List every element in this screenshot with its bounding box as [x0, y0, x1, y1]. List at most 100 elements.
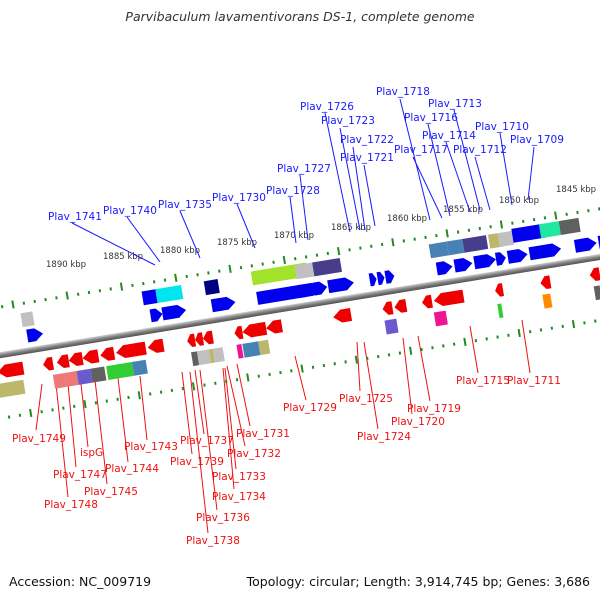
cog-box[interactable] [487, 233, 501, 249]
reverse-gene-label[interactable]: Plav_1720 [391, 416, 445, 428]
forward-gene-arrow[interactable] [528, 242, 563, 261]
forward-gene-label[interactable]: Plav_1714 [422, 130, 476, 142]
cog-box[interactable] [242, 341, 261, 358]
reverse-gene-arrow[interactable] [421, 294, 433, 309]
forward-gene-arrow[interactable] [161, 304, 187, 321]
forward-gene-arrow[interactable] [494, 251, 507, 266]
reverse-gene-arrow[interactable] [42, 356, 55, 371]
reverse-gene-label[interactable]: ispG [80, 447, 103, 459]
forward-gene-label[interactable]: Plav_1727 [277, 163, 331, 175]
reverse-gene-label[interactable]: Plav_1749 [12, 433, 66, 445]
forward-gene-label[interactable]: Plav_1726 [300, 101, 354, 113]
forward-gene-arrow[interactable] [473, 253, 497, 270]
reverse-gene-arrow[interactable] [265, 319, 283, 334]
cog-box[interactable] [538, 221, 561, 239]
cog-box[interactable] [203, 279, 220, 296]
reverse-gene-arrow[interactable] [68, 351, 84, 367]
cog-box[interactable] [76, 368, 93, 385]
forward-gene-arrow[interactable] [376, 271, 386, 286]
forward-gene-label[interactable]: Plav_1716 [404, 112, 458, 124]
cog-box[interactable] [497, 230, 514, 247]
cog-box[interactable] [20, 311, 35, 328]
cog-box[interactable] [250, 262, 309, 286]
reverse-gene-arrow[interactable] [539, 275, 552, 290]
forward-gene-label[interactable]: Plav_1717 [394, 144, 448, 156]
forward-gene-label[interactable]: Plav_1723 [321, 115, 375, 127]
cog-box[interactable] [90, 366, 107, 383]
forward-gene-label[interactable]: Plav_1735 [158, 199, 212, 211]
cog-box[interactable] [208, 348, 215, 364]
cog-box[interactable] [131, 359, 148, 376]
reverse-gene-arrow[interactable] [99, 346, 116, 362]
reverse-gene-arrow[interactable] [115, 341, 147, 360]
reverse-gene-arrow[interactable] [202, 330, 214, 345]
cog-box[interactable] [497, 303, 504, 318]
forward-gene-arrow[interactable] [435, 260, 454, 276]
forward-gene-arrow[interactable] [210, 296, 237, 313]
reverse-gene-label[interactable]: Plav_1745 [84, 486, 138, 498]
forward-gene-label[interactable]: Plav_1721 [340, 152, 394, 164]
reverse-gene-arrow[interactable] [494, 283, 505, 297]
forward-gene-arrow[interactable] [149, 307, 164, 323]
reverse-gene-label[interactable]: Plav_1733 [212, 471, 266, 483]
reverse-gene-label[interactable]: Plav_1744 [105, 463, 159, 475]
forward-gene-label[interactable]: Plav_1722 [340, 134, 394, 146]
forward-gene-arrow[interactable] [384, 270, 395, 284]
cog-box[interactable] [312, 258, 343, 277]
cog-box[interactable] [384, 318, 399, 335]
cog-box[interactable] [64, 371, 79, 387]
reverse-gene-label[interactable]: Plav_1739 [170, 456, 224, 468]
cog-box[interactable] [593, 285, 600, 301]
cog-box[interactable] [191, 351, 200, 367]
forward-gene-arrow[interactable] [327, 276, 355, 294]
forward-gene-label[interactable]: Plav_1741 [48, 211, 102, 223]
forward-gene-arrow[interactable] [312, 281, 328, 296]
forward-gene-arrow[interactable] [368, 272, 378, 287]
forward-gene-arrow[interactable] [506, 248, 529, 264]
forward-gene-arrow[interactable] [26, 327, 44, 343]
cog-box[interactable] [294, 262, 315, 280]
reverse-gene-arrow[interactable] [186, 333, 197, 348]
reverse-gene-label[interactable]: Plav_1729 [283, 402, 337, 414]
cog-box[interactable] [196, 349, 212, 366]
cog-box[interactable] [141, 289, 158, 306]
reverse-gene-arrow[interactable] [56, 354, 70, 369]
reverse-gene-label[interactable]: Plav_1719 [407, 403, 461, 415]
reverse-gene-arrow[interactable] [241, 321, 268, 339]
reverse-gene-arrow[interactable] [332, 308, 353, 324]
reverse-gene-label[interactable]: Plav_1715 [456, 375, 510, 387]
reverse-gene-label[interactable]: Plav_1743 [124, 441, 178, 453]
reverse-gene-label[interactable]: Plav_1748 [44, 499, 98, 511]
reverse-gene-label[interactable]: Plav_1732 [227, 448, 281, 460]
reverse-gene-arrow[interactable] [147, 338, 165, 354]
cog-box[interactable] [236, 344, 244, 359]
cog-box[interactable] [212, 347, 225, 363]
forward-gene-label[interactable]: Plav_1740 [103, 205, 157, 217]
reverse-gene-label[interactable]: Plav_1736 [196, 512, 250, 524]
forward-gene-label[interactable]: Plav_1713 [428, 98, 482, 110]
reverse-gene-label[interactable]: Plav_1725 [339, 393, 393, 405]
forward-gene-label[interactable]: Plav_1730 [212, 192, 266, 204]
reverse-gene-arrow[interactable] [589, 267, 600, 281]
cog-box[interactable] [462, 235, 489, 253]
cog-box[interactable] [52, 372, 67, 389]
reverse-gene-label[interactable]: Plav_1747 [53, 469, 107, 481]
forward-gene-label[interactable]: Plav_1709 [510, 134, 564, 146]
forward-gene-label[interactable]: Plav_1710 [475, 121, 529, 133]
cog-box[interactable] [446, 238, 465, 256]
reverse-gene-label[interactable]: Plav_1731 [236, 428, 290, 440]
cog-box[interactable] [155, 285, 184, 304]
reverse-gene-label[interactable]: Plav_1711 [507, 375, 561, 387]
cog-box[interactable] [0, 379, 26, 398]
reverse-gene-arrow[interactable] [433, 289, 465, 308]
forward-gene-label[interactable]: Plav_1712 [453, 144, 507, 156]
cog-box[interactable] [433, 310, 448, 327]
cog-box[interactable] [542, 293, 553, 309]
reverse-gene-label[interactable]: Plav_1738 [186, 535, 240, 547]
cog-box[interactable] [106, 361, 135, 381]
reverse-gene-arrow[interactable] [194, 332, 205, 346]
forward-gene-arrow[interactable] [573, 236, 598, 253]
cog-box[interactable] [558, 217, 581, 235]
cog-box[interactable] [258, 339, 271, 356]
reverse-gene-label[interactable]: Plav_1724 [357, 431, 411, 443]
